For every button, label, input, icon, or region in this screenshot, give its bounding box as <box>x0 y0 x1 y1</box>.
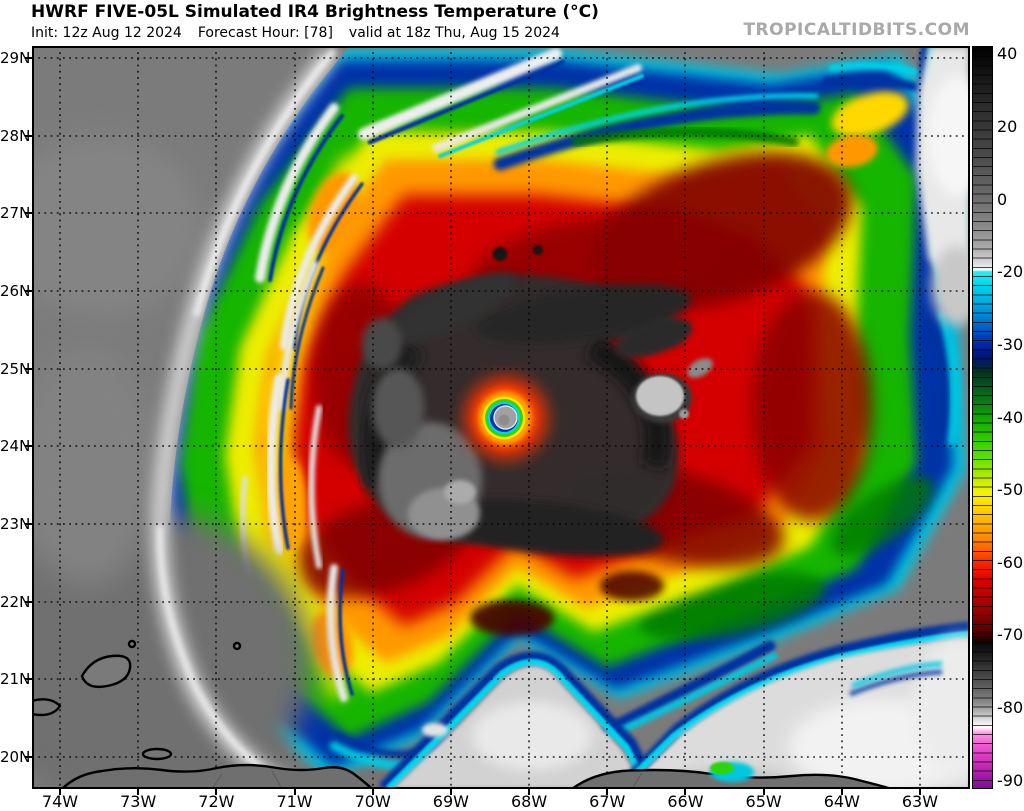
run-info-line: Init: 12z Aug 12 2024 Forecast Hour: [78… <box>31 25 560 41</box>
spiral-bands <box>240 48 961 770</box>
lon-label-72W: 72W <box>198 792 235 811</box>
lat-label-29N: 29N <box>0 49 31 67</box>
coastlines <box>32 639 894 789</box>
colorbar-label-20: 20 <box>997 116 1018 136</box>
lat-label-28N: 28N <box>0 126 31 145</box>
lat-tick <box>25 678 33 681</box>
lon-tick <box>59 789 61 795</box>
lon-label-66W: 66W <box>667 792 704 811</box>
map-border <box>32 46 970 789</box>
lon-tick <box>762 789 765 795</box>
forecast-hour: Forecast Hour: [78] <box>197 25 333 41</box>
lat-lon-grid <box>32 46 970 789</box>
lat-label-20N: 20N <box>0 748 31 767</box>
lon-tick <box>918 789 921 795</box>
lon-tick <box>371 789 374 795</box>
colorbar-label-0: 0 <box>997 189 1008 209</box>
lat-tick <box>25 212 33 215</box>
lon-tick <box>449 789 452 795</box>
lat-tick <box>25 290 33 292</box>
lon-label-69W: 69W <box>432 792 469 811</box>
lon-tick <box>606 789 609 795</box>
lon-label-68W: 68W <box>510 792 548 811</box>
site-watermark: TROPICALTIDBITS.COM <box>743 20 970 40</box>
lon-tick <box>215 789 218 795</box>
lon-tick <box>684 789 687 795</box>
ir-map-panel <box>32 46 970 789</box>
lat-label-24N: 24N <box>0 437 31 456</box>
lon-tick <box>137 789 140 795</box>
ir-satellite-raster <box>32 46 970 789</box>
warm-gray-spot <box>636 376 684 416</box>
lat-label-21N: 21N <box>0 670 31 689</box>
colorbar-label--40: -40 <box>997 407 1024 427</box>
lat-tick <box>25 523 33 526</box>
lon-label-63W: 63W <box>901 792 939 811</box>
colorbar-label--20: -20 <box>997 262 1024 282</box>
cuba-east-tip <box>32 698 62 717</box>
lon-label-73W: 73W <box>120 792 157 811</box>
lon-tick <box>840 789 843 795</box>
lat-tick <box>25 367 33 370</box>
colorbar-label--50: -50 <box>997 480 1024 500</box>
island-great-inagua <box>80 654 132 689</box>
hispaniola-north-coast <box>60 763 374 789</box>
lon-label-64W: 64W <box>823 792 860 811</box>
island-tortuga <box>141 747 173 761</box>
colorbar-label--90: -90 <box>997 770 1024 790</box>
colorbar-label--70: -70 <box>997 625 1024 645</box>
lon-tick <box>293 789 296 795</box>
lat-label-27N: 27N <box>0 204 31 223</box>
lon-label-65W: 65W <box>745 792 782 811</box>
lat-tick <box>25 57 33 59</box>
colorbar-label--80: -80 <box>997 698 1024 718</box>
valid-time: valid at 18z Thu, Aug 15 2024 <box>348 25 560 41</box>
colorbar-label--30: -30 <box>997 334 1024 354</box>
colorbar-label--60: -60 <box>997 552 1024 572</box>
lat-label-26N: 26N <box>0 282 31 300</box>
lat-label-25N: 25N <box>0 359 31 378</box>
clear-air-wedges <box>32 46 970 789</box>
lon-label-71W: 71W <box>276 792 313 811</box>
lon-label-70W: 70W <box>354 792 391 811</box>
lat-tick <box>25 445 33 448</box>
lon-label-67W: 67W <box>589 792 626 811</box>
lat-label-22N: 22N <box>0 592 31 611</box>
lon-label-74W: 74W <box>41 792 79 811</box>
hurricane-eye <box>464 376 548 460</box>
temperature-colorbar <box>972 46 993 789</box>
lat-tick <box>25 134 33 137</box>
lat-tick <box>25 600 33 603</box>
page-title: HWRF FIVE-05L Simulated IR4 Brightness T… <box>31 2 599 22</box>
colorbar-label-40: 40 <box>997 44 1018 64</box>
lon-tick <box>528 789 531 795</box>
colorbar-segment-lines <box>973 47 992 788</box>
init-time: Init: 12z Aug 12 2024 <box>31 25 182 41</box>
lat-tick <box>25 756 33 759</box>
lat-label-23N: 23N <box>0 515 31 534</box>
